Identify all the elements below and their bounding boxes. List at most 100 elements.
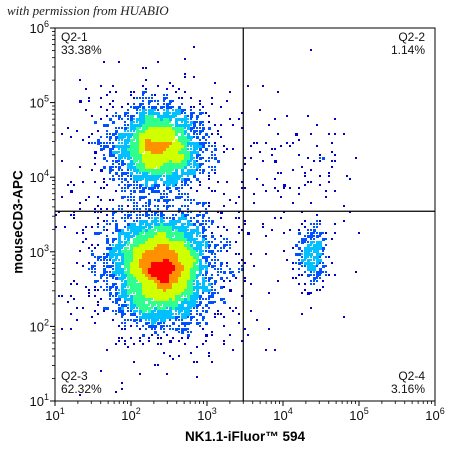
event-dot — [184, 214, 187, 217]
event-dot — [184, 205, 186, 207]
event-dot — [121, 271, 124, 274]
event-dot — [202, 142, 205, 145]
event-dot — [148, 157, 151, 160]
event-dot — [145, 67, 147, 69]
event-dot — [139, 154, 142, 157]
event-dot — [136, 262, 139, 265]
event-dot — [163, 322, 165, 324]
event-dot — [202, 289, 205, 292]
event-dot — [181, 133, 184, 136]
event-dot — [109, 250, 112, 253]
event-dot — [163, 265, 166, 268]
event-dot — [136, 148, 139, 151]
event-dot — [298, 262, 301, 265]
event-dot — [163, 250, 166, 253]
event-dot — [184, 313, 187, 316]
event-dot — [121, 241, 123, 243]
event-dot — [73, 214, 75, 216]
event-dot — [160, 259, 163, 262]
event-dot — [166, 208, 168, 210]
event-dot — [175, 307, 178, 310]
event-dot — [184, 235, 187, 238]
event-dot — [175, 220, 178, 223]
event-dot — [133, 265, 136, 268]
event-dot — [214, 253, 216, 255]
event-dot — [106, 160, 108, 162]
event-dot — [181, 118, 184, 121]
event-dot — [163, 190, 165, 192]
event-dot — [193, 130, 196, 133]
event-dot — [109, 265, 112, 268]
event-dot — [202, 163, 204, 165]
event-dot — [106, 124, 109, 127]
event-dot — [139, 115, 142, 118]
event-dot — [127, 172, 129, 174]
event-dot — [268, 328, 270, 330]
event-dot — [154, 181, 157, 184]
event-dot — [193, 274, 196, 277]
event-dot — [106, 109, 108, 111]
event-dot — [112, 166, 114, 168]
event-dot — [121, 172, 124, 175]
event-dot — [181, 253, 184, 256]
event-dot — [289, 229, 291, 231]
event-dot — [151, 313, 154, 316]
event-dot — [172, 136, 175, 139]
event-dot — [136, 235, 139, 238]
event-dot — [145, 229, 148, 232]
event-dot — [172, 304, 175, 307]
event-dot — [190, 145, 192, 147]
event-dot — [172, 214, 174, 216]
event-dot — [169, 82, 171, 84]
event-dot — [166, 301, 169, 304]
event-dot — [202, 274, 204, 276]
event-dot — [103, 253, 105, 255]
event-dot — [190, 97, 192, 99]
event-dot — [133, 169, 136, 172]
event-dot — [94, 265, 96, 267]
event-dot — [154, 298, 157, 301]
event-dot — [166, 226, 169, 229]
event-dot — [142, 100, 144, 102]
event-dot — [145, 139, 148, 142]
event-dot — [160, 160, 163, 163]
event-dot — [127, 196, 129, 198]
event-dot — [181, 304, 184, 307]
event-dot — [124, 115, 126, 117]
event-dot — [172, 244, 175, 247]
event-dot — [163, 238, 166, 241]
event-dot — [202, 250, 204, 252]
event-dot — [151, 94, 153, 96]
event-dot — [142, 214, 144, 216]
event-dot — [190, 274, 193, 277]
event-dot — [148, 121, 151, 124]
event-dot — [307, 157, 309, 159]
event-dot — [160, 172, 163, 175]
event-dot — [136, 142, 139, 145]
event-dot — [208, 241, 210, 243]
event-dot — [319, 274, 321, 276]
event-dot — [178, 247, 181, 250]
event-dot — [112, 106, 114, 108]
event-dot — [118, 115, 121, 118]
event-dot — [163, 196, 165, 198]
event-dot — [208, 262, 211, 265]
event-dot — [313, 280, 315, 282]
event-dot — [310, 307, 312, 309]
event-dot — [148, 298, 151, 301]
event-dot — [100, 298, 102, 300]
event-dot — [196, 310, 198, 312]
event-dot — [217, 130, 219, 132]
event-dot — [202, 265, 205, 268]
event-dot — [172, 259, 175, 262]
event-dot — [169, 328, 171, 330]
event-dot — [184, 268, 187, 271]
event-dot — [199, 262, 202, 265]
event-dot — [100, 286, 102, 288]
event-dot — [127, 142, 129, 144]
event-dot — [139, 157, 142, 160]
event-dot — [154, 133, 157, 136]
event-dot — [124, 214, 126, 216]
event-dot — [148, 202, 151, 205]
event-dot — [145, 145, 148, 148]
